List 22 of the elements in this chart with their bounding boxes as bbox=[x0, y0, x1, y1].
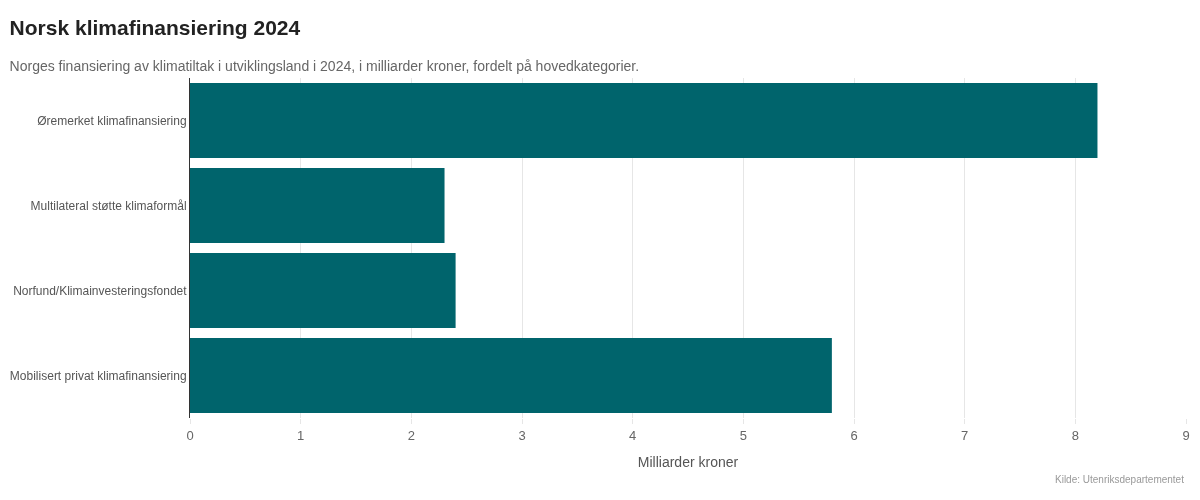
x-tick-label: 8 bbox=[1071, 427, 1079, 443]
bar bbox=[190, 83, 1098, 158]
chart-title: Norsk klimafinansiering 2024 bbox=[9, 15, 301, 39]
x-tick-label: 2 bbox=[407, 427, 415, 443]
bar bbox=[190, 168, 445, 243]
text: Kilde: Utenriksdepartementet bbox=[1055, 474, 1185, 485]
x-tick-label: 4 bbox=[629, 427, 637, 443]
x-tick-label: 5 bbox=[739, 427, 747, 443]
y-tick-label: Norfund/Klimainvesteringsfondet bbox=[13, 283, 188, 298]
x-tick-label: 0 bbox=[186, 427, 194, 443]
bar bbox=[190, 253, 456, 328]
y-tick-label: Øremerket klimafinansiering bbox=[37, 113, 187, 128]
y-tick-label: Mobilisert privat klimafinansiering bbox=[9, 368, 187, 383]
x-tick-label: 1 bbox=[297, 427, 305, 443]
x-tick-label: 9 bbox=[1182, 427, 1190, 443]
x-axis-title: Milliarder kroner bbox=[637, 453, 739, 470]
x-tick-label: 6 bbox=[850, 427, 858, 443]
bar bbox=[190, 338, 832, 413]
y-tick-label: Multilateral støtte klimaformål bbox=[30, 198, 187, 213]
x-tick-label: 7 bbox=[961, 427, 969, 443]
chart-subtitle: Norges finansiering av klimatiltak i utviklingsland i 2024, i milliarder kroner, fordelt på hovedkategorier. bbox=[9, 57, 640, 74]
x-tick-label: 3 bbox=[518, 427, 526, 443]
